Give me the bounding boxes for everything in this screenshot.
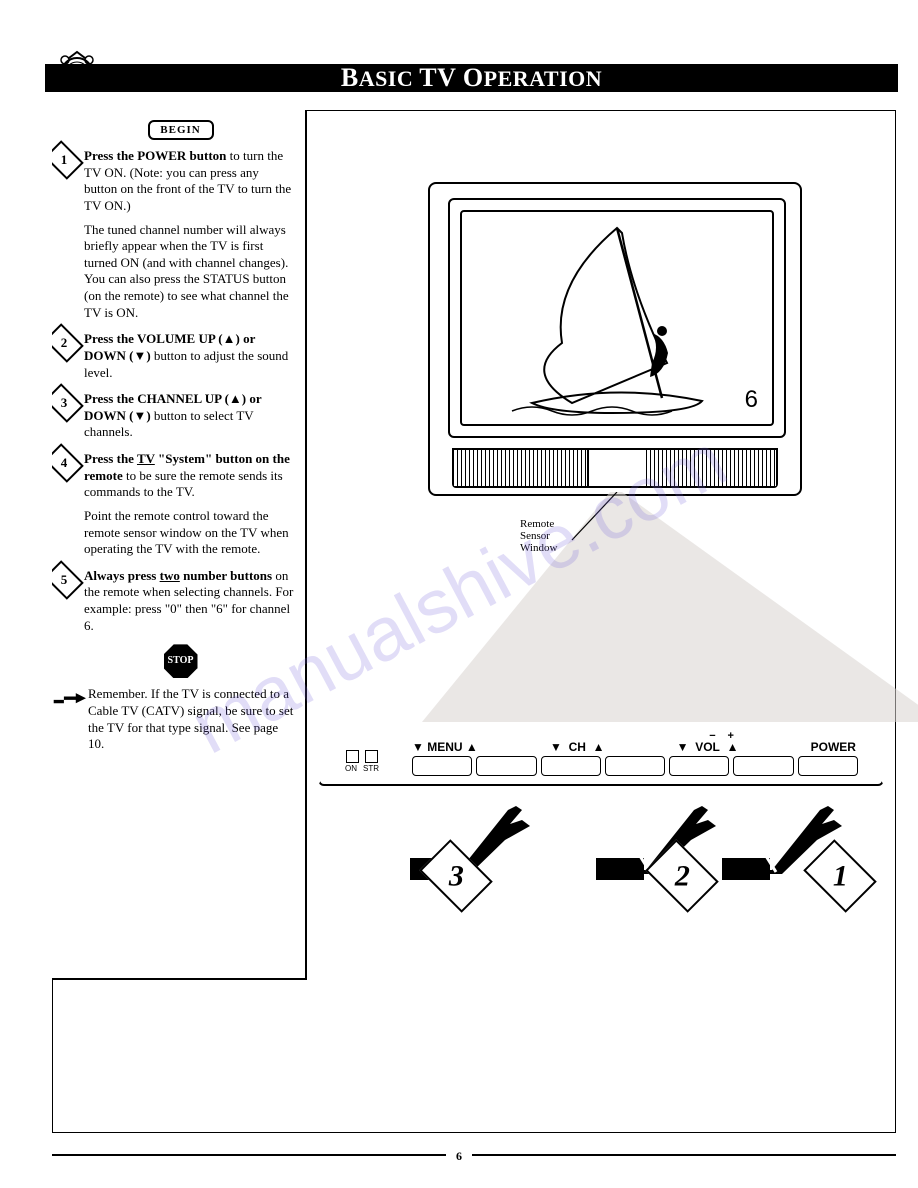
step-diamond-icon: 3 (52, 383, 84, 423)
channel-number: 6 (745, 386, 758, 414)
instruction-sidebar: BEGIN 1 Press the POWER button to turn t… (52, 110, 307, 980)
step-3: 3 Press the CHANNEL UP (▲) or DOWN (▼) b… (66, 391, 295, 441)
tv-body: 6 (428, 182, 802, 496)
note-text: Remember. If the TV is connected to a Ca… (88, 686, 293, 751)
step-4: 4 Press the TV "System" button on the re… (66, 451, 295, 558)
step-diamond-icon: 1 (52, 140, 84, 180)
tv-screen-frame: 6 (448, 198, 786, 438)
panel-buttons (412, 756, 858, 776)
note-row: Remember. If the TV is connected to a Ca… (66, 686, 295, 753)
power-button[interactable] (798, 756, 858, 776)
sensor-label: Remote Sensor Window (520, 518, 557, 554)
step-diamond-icon: 4 (52, 443, 84, 483)
step-diamond-icon: 5 (52, 560, 84, 600)
step-diamond-icon: 2 (52, 324, 84, 364)
illustration: 6 Remote Sensor Window ON (320, 140, 880, 880)
menu-down-button[interactable] (412, 756, 472, 776)
step1-lead: Press the POWER button (84, 148, 226, 163)
step4-pre: Press the (84, 451, 137, 466)
ch-down-button[interactable] (541, 756, 601, 776)
ir-beam-icon (422, 492, 918, 722)
tv-screen: 6 (460, 210, 774, 426)
page-number: 6 (446, 1149, 472, 1164)
step4-under: TV (137, 451, 155, 466)
step5-post: number buttons (180, 568, 272, 583)
vol-down-button[interactable] (669, 756, 729, 776)
step5-pre: Always press (84, 568, 160, 583)
page-footer-rule (52, 1154, 896, 1156)
ch-up-button[interactable] (605, 756, 665, 776)
windsurfer-icon (462, 212, 772, 424)
step-1: 1 Press the POWER button to turn the TV … (66, 148, 295, 321)
stop-badge-icon: STOP (164, 644, 198, 678)
pointing-hand-icon (52, 688, 86, 710)
step-2: 2 Press the VOLUME UP (▲) or DOWN (▼) bu… (66, 331, 295, 381)
panel-leds: ON STR (346, 750, 378, 763)
tv-speakers (452, 448, 778, 488)
page-title: BASIC TV OPERATION (341, 66, 602, 91)
begin-badge: BEGIN (148, 120, 214, 140)
vol-up-button[interactable] (733, 756, 793, 776)
step1-para2: The tuned channel number will always bri… (84, 222, 295, 322)
step5-under: two (160, 568, 180, 583)
step4-para2: Point the remote control toward the remo… (84, 508, 295, 558)
step-5: 5 Always press two number buttons on the… (66, 568, 295, 635)
page-title-bar: BASIC TV OPERATION (45, 64, 898, 92)
panel-labels: ▼ MENU ▲ ▼ CH ▲ ▼ −VOL+ ▲ POWER (412, 740, 856, 754)
menu-up-button[interactable] (476, 756, 536, 776)
